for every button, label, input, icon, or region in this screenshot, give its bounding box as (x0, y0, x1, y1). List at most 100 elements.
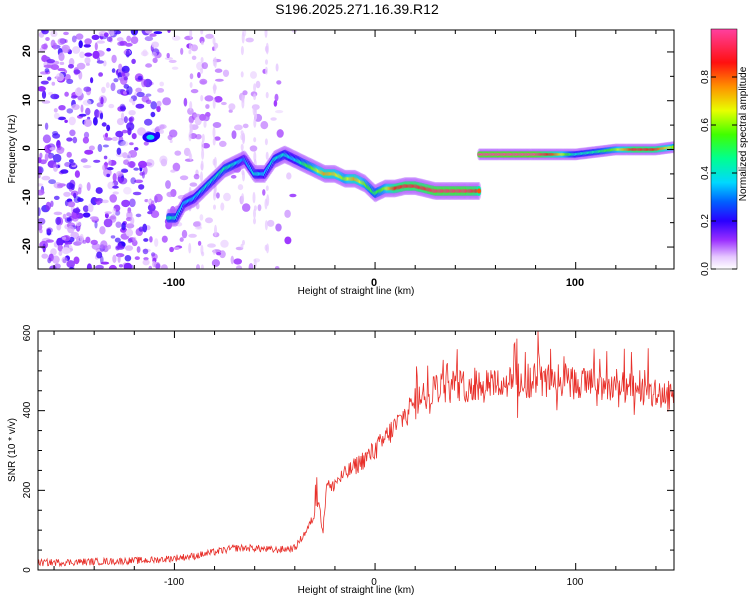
spectrogram-cell (103, 137, 113, 141)
spectrogram-cell (146, 134, 155, 140)
spectrogram-cell (98, 72, 103, 77)
spectrogram-cell (200, 67, 204, 74)
spectrogram-cell (212, 137, 216, 146)
spectrogram-cell (235, 265, 243, 269)
spectrogram-cell (166, 191, 174, 198)
spectrogram-cell (112, 191, 119, 195)
spectrogram-cell (128, 110, 136, 116)
spectrogram-cell (56, 144, 62, 151)
spectrogram-cell (112, 173, 117, 182)
spectrogram-cell (38, 217, 46, 225)
spectrogram-cell (117, 254, 121, 263)
spectrogram-cell (116, 170, 124, 177)
spectrogram-cell (86, 263, 92, 269)
spectrogram-cell (97, 144, 103, 152)
spectrogram-xtick-label: 0 (371, 277, 377, 289)
spectrogram-cell (189, 73, 194, 80)
spectrogram-cell (82, 212, 91, 218)
spectrogram-ytick-label: 10 (21, 94, 33, 106)
spectrogram-cell (45, 37, 50, 41)
spectrogram-cell (213, 83, 217, 95)
spectrogram-cell (130, 216, 135, 225)
spectrogram-cell (265, 59, 268, 65)
spectrogram-cell (69, 162, 76, 166)
spectrogram-cell (187, 107, 194, 115)
spectrogram-cell (176, 222, 183, 227)
spectrogram-cell (162, 97, 172, 106)
spectrogram-cell (41, 175, 51, 181)
spectrogram-cell (138, 226, 144, 232)
spectrogram-cell (118, 177, 128, 185)
spectrogram-cell (89, 216, 99, 221)
spectrogram-cell (38, 166, 42, 175)
spectrogram-cell (276, 129, 284, 138)
spectrogram-cell (48, 179, 56, 185)
spectrogram-cell (132, 236, 137, 243)
spectrogram-cell (126, 86, 133, 95)
spectrogram-cell (52, 42, 58, 50)
spectrogram-cell (131, 133, 137, 140)
spectrogram-cell (78, 40, 83, 49)
spectrogram-cell (51, 81, 56, 86)
spectrogram-cell (253, 258, 257, 269)
spectrogram-cell (200, 95, 204, 102)
spectrogram-cell (53, 195, 60, 200)
spectrogram-cell (69, 129, 76, 137)
spectrogram-cells (38, 30, 297, 269)
snr-ytick-label: 600 (22, 324, 33, 341)
spectrogram-cell (121, 199, 130, 208)
spectrogram-cell (145, 99, 152, 105)
spectrogram-cell (264, 45, 268, 52)
spectrogram-cell (189, 30, 193, 39)
spectrogram-cell (56, 237, 64, 247)
spectrogram-cell (67, 225, 75, 234)
spectrogram-cell (99, 226, 106, 235)
spectrogram-cell (214, 68, 223, 73)
spectrogram-cell (107, 244, 111, 250)
spectrogram-cell (85, 236, 91, 244)
snr-ticks (38, 330, 674, 571)
spectrogram-cell (61, 44, 71, 53)
spectrogram-cell (71, 104, 80, 110)
spectrogram-cell (164, 57, 173, 60)
spectrogram-cell (50, 64, 60, 70)
spectrogram-cell (179, 175, 189, 181)
spectrogram-cell (213, 182, 217, 194)
spectrogram-cell (44, 68, 50, 73)
spectrogram-cell (66, 182, 74, 190)
spectrogram-cell (265, 185, 269, 191)
spectrogram-cell (133, 167, 139, 171)
spectrogram-cell (110, 82, 116, 92)
spectrogram-cell (103, 60, 107, 67)
spectrogram-cell (189, 101, 193, 111)
spectrogram-cell (214, 136, 221, 141)
spectrogram-cell (123, 262, 132, 269)
spectrogram-cell (135, 87, 142, 93)
spectrogram-cell (66, 217, 71, 222)
spectrogram-cell (201, 62, 208, 70)
colorbar-tick-label: 0.6 (700, 118, 711, 132)
spectrogram-cell (96, 102, 104, 108)
spectrogram-cell (100, 261, 110, 265)
spectrogram-cell (286, 172, 292, 180)
spectrogram-cell (108, 216, 116, 220)
spectrogram-cell (55, 216, 62, 226)
spectrogram-cell (242, 132, 246, 143)
spectrogram-cell (144, 36, 154, 42)
spectrogram-cell (156, 105, 161, 113)
spectrogram-ytick-label: -10 (21, 189, 33, 205)
spectrogram-cell (121, 72, 126, 77)
spectrogram-cell (188, 233, 197, 238)
spectrogram-cell (213, 156, 217, 169)
spectrogram-cell (195, 134, 202, 140)
spectrogram-cell (103, 218, 113, 228)
spectrogram-cell (265, 151, 269, 160)
spectrogram-cell (241, 169, 245, 176)
spectrogram-cell (101, 122, 107, 127)
spectrogram-cell (48, 91, 54, 96)
spectrogram-cell (262, 189, 266, 196)
spectrogram-cell (267, 219, 275, 227)
spectrogram-cell (90, 77, 94, 84)
spectrogram-cell (38, 223, 43, 231)
